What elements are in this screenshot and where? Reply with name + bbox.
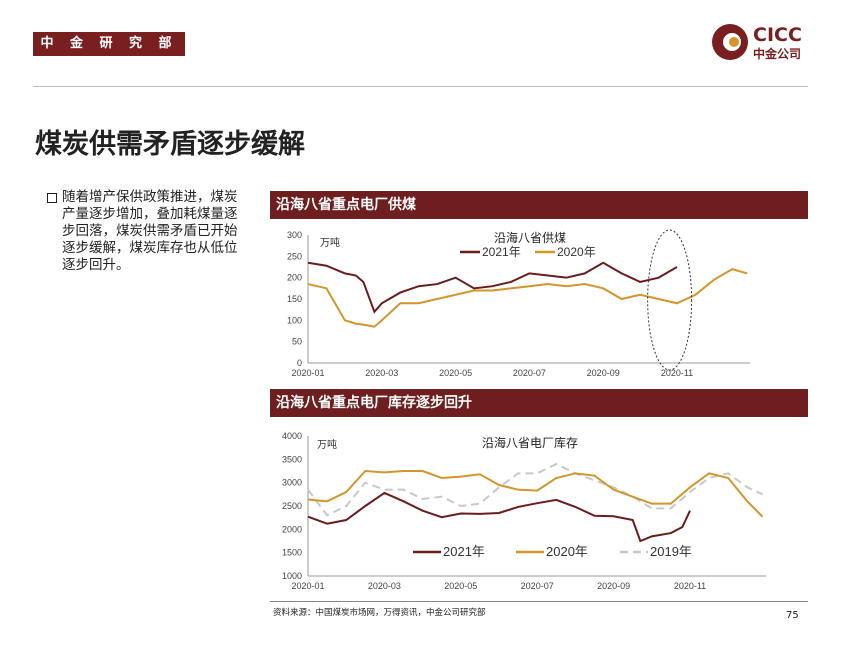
x-tick-label: 2020-07	[513, 368, 546, 378]
logo-text-en: CICC	[753, 24, 802, 46]
panel2-title: 沿海八省重点电厂库存逐步回升	[270, 389, 808, 417]
cicc-logo-icon	[712, 24, 748, 60]
x-tick-label: 2020-09	[597, 581, 630, 591]
y-tick-label: 0	[297, 358, 302, 368]
x-tick-label: 2020-01	[291, 581, 324, 591]
x-tick-label: 2020-05	[439, 368, 472, 378]
x-tick-label: 2020-03	[368, 581, 401, 591]
x-tick-label: 2020-09	[587, 368, 620, 378]
x-tick-label: 2020-11	[661, 368, 693, 378]
header-divider	[33, 86, 808, 87]
y-tick-label: 4000	[282, 431, 302, 441]
source-note: 资料来源：中国煤炭市场网，万得资讯，中金公司研究部	[273, 608, 486, 618]
series-line	[307, 469, 764, 518]
chart-title: 沿海八省电厂库存	[482, 435, 578, 450]
page-number: 75	[786, 610, 799, 621]
y-tick-label: 2500	[282, 501, 302, 511]
logo-text-cn: 中金公司	[753, 47, 802, 61]
legend-label: 2020年	[546, 544, 588, 559]
y-tick-label: 300	[287, 230, 302, 240]
chart-title: 沿海八省供煤	[494, 230, 566, 245]
series-line	[307, 491, 691, 543]
bullet-text: 随着增产保供政策推进，煤炭产量逐步增加，叠加耗煤量逐步回落，煤炭供需矛盾已开始逐…	[62, 189, 238, 273]
brand-label: 中 金 研 究 部	[33, 32, 185, 56]
bullet-icon	[47, 193, 57, 203]
x-tick-label: 2020-05	[444, 581, 477, 591]
y-tick-label: 100	[287, 315, 302, 325]
x-tick-label: 2020-11	[674, 581, 706, 591]
unit-label: 万吨	[317, 438, 337, 451]
unit-label: 万吨	[320, 236, 340, 249]
series-line	[307, 462, 763, 517]
legend-label: 2020年	[557, 245, 596, 259]
legend-label: 2019年	[650, 544, 692, 559]
panel1-title: 沿海八省重点电厂供煤	[270, 191, 808, 219]
page-title: 煤炭供需矛盾逐步缓解	[35, 129, 305, 160]
y-tick-label: 1500	[282, 548, 302, 558]
y-tick-label: 50	[292, 337, 302, 347]
highlight-ellipse	[647, 229, 693, 371]
y-tick-label: 2000	[282, 524, 302, 534]
x-tick-label: 2020-03	[365, 368, 398, 378]
legend-label: 2021年	[443, 544, 485, 559]
y-tick-label: 200	[287, 273, 302, 283]
series-line	[307, 261, 678, 314]
series-line	[307, 268, 748, 328]
source-divider	[270, 601, 808, 602]
x-tick-label: 2020-07	[521, 581, 554, 591]
legend-label: 2021年	[482, 245, 521, 259]
y-tick-label: 3500	[282, 454, 302, 464]
x-tick-label: 2020-01	[291, 368, 324, 378]
y-tick-label: 3000	[282, 478, 302, 488]
y-tick-label: 150	[287, 294, 302, 304]
y-tick-label: 250	[287, 251, 302, 261]
y-tick-label: 1000	[282, 571, 302, 581]
